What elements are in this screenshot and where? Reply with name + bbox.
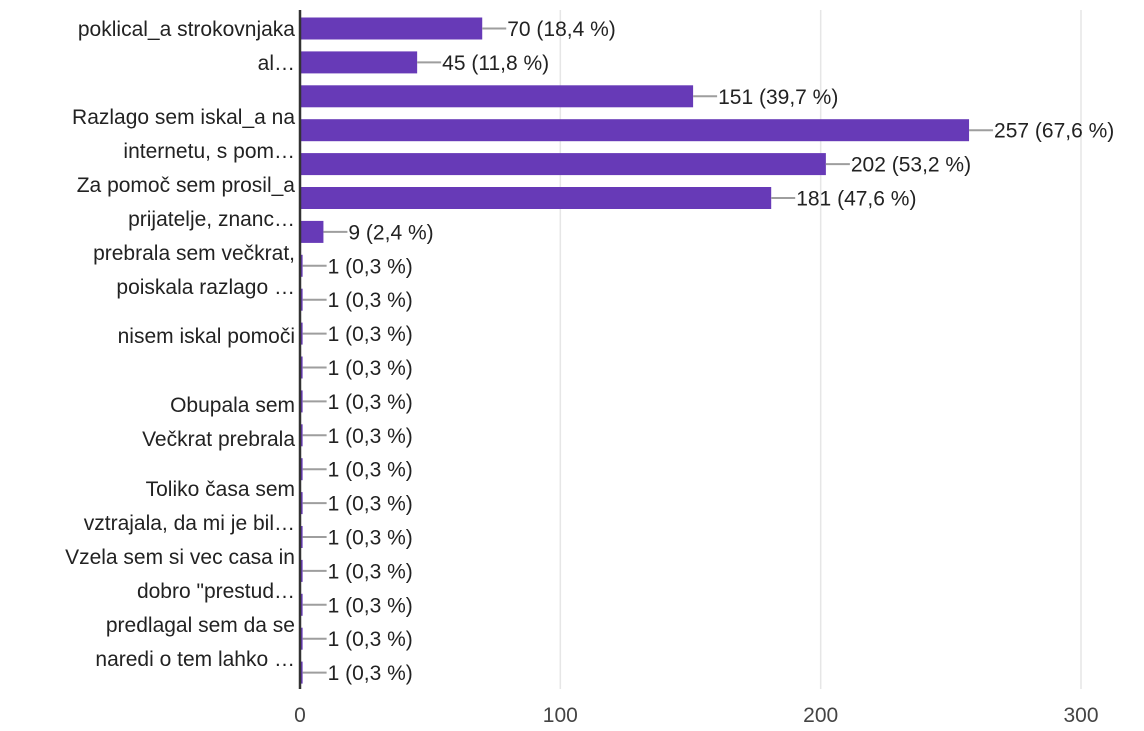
category-label: Vzela sem si vec casa in: [65, 546, 295, 569]
bar: [300, 492, 303, 515]
gridlines: [559, 10, 1082, 689]
bar: [300, 322, 303, 345]
bar-value-label: 151 (39,7 %): [718, 86, 838, 109]
category-label: naredi o tem lahko …: [95, 648, 295, 671]
category-label: vztrajala, da mi je bil…: [84, 512, 295, 535]
bar-value-label: 1 (0,3 %): [328, 391, 413, 414]
bar-value-label: 1 (0,3 %): [328, 493, 413, 516]
x-tick-label: 200: [803, 704, 838, 727]
bar-value-label: 1 (0,3 %): [328, 594, 413, 617]
category-label: prebrala sem večkrat,: [93, 242, 295, 265]
bar: [300, 559, 303, 582]
bar-value-label: 1 (0,3 %): [328, 628, 413, 651]
bar: [300, 288, 303, 311]
bar-value-label: 9 (2,4 %): [348, 221, 433, 244]
bar: [300, 627, 303, 650]
bar-value-label: 202 (53,2 %): [851, 154, 971, 177]
bar-value-label: 1 (0,3 %): [328, 527, 413, 550]
category-label: Razlago sem iskal_a na: [72, 106, 295, 129]
bar: [300, 51, 418, 74]
bar: [300, 424, 303, 447]
bar: [300, 220, 324, 243]
bar-value-label: 1 (0,3 %): [328, 255, 413, 278]
bar: [300, 153, 826, 176]
category-label: Večkrat prebrala: [142, 428, 295, 451]
category-label: Obupala sem: [170, 394, 295, 417]
bar: [300, 661, 303, 684]
category-label: nisem iskal pomoči: [118, 325, 295, 348]
bar: [300, 593, 303, 616]
category-label: Toliko časa sem: [146, 478, 295, 501]
bar-value-label: 1 (0,3 %): [328, 662, 413, 685]
bar-value-label: 1 (0,3 %): [328, 289, 413, 312]
bar-value-label: 70 (18,4 %): [507, 18, 616, 41]
x-tick-label: 0: [294, 704, 306, 727]
x-axis-ticks: 0 100 200 300: [294, 704, 1098, 727]
bar-value-label: 257 (67,6 %): [994, 120, 1114, 143]
bar-value-label: 1 (0,3 %): [328, 357, 413, 380]
bar-value-label: 1 (0,3 %): [328, 459, 413, 482]
x-tick-label: 100: [543, 704, 578, 727]
bar: [300, 187, 772, 209]
x-tick-label: 300: [1063, 704, 1098, 727]
bar-value-label: 1 (0,3 %): [328, 323, 413, 346]
bar: [300, 356, 303, 379]
category-labels: poklical_a strokovnjaka al… Razlago sem is…: [65, 18, 295, 671]
category-label: poklical_a strokovnjaka: [78, 18, 295, 41]
category-label: dobro "prestud…: [137, 580, 295, 603]
bar: [300, 85, 694, 108]
bar-value-label: 181 (47,6 %): [796, 188, 916, 211]
bar: [300, 390, 303, 413]
category-label: prijatelje, znanc…: [128, 208, 295, 231]
category-label: Za pomoč sem prosil_a: [77, 174, 296, 197]
category-label: predlagal sem da se: [106, 614, 295, 637]
bar: [300, 119, 970, 142]
category-label: poiskala razlago …: [116, 276, 295, 299]
bar-value-label: 45 (11,8 %): [442, 52, 549, 75]
bar: [300, 458, 303, 481]
bars: 70 (18,4 %) 45 (11,8 %) 151 (39,7 %) 257 (6…: [300, 17, 1114, 685]
bar-value-label: 1 (0,3 %): [328, 560, 413, 583]
bar: [300, 526, 303, 548]
category-label: al…: [258, 52, 295, 75]
category-label: internetu, s pom…: [123, 140, 295, 163]
bar: [300, 17, 483, 40]
bar: [300, 254, 303, 277]
bar-value-label: 1 (0,3 %): [328, 425, 413, 448]
